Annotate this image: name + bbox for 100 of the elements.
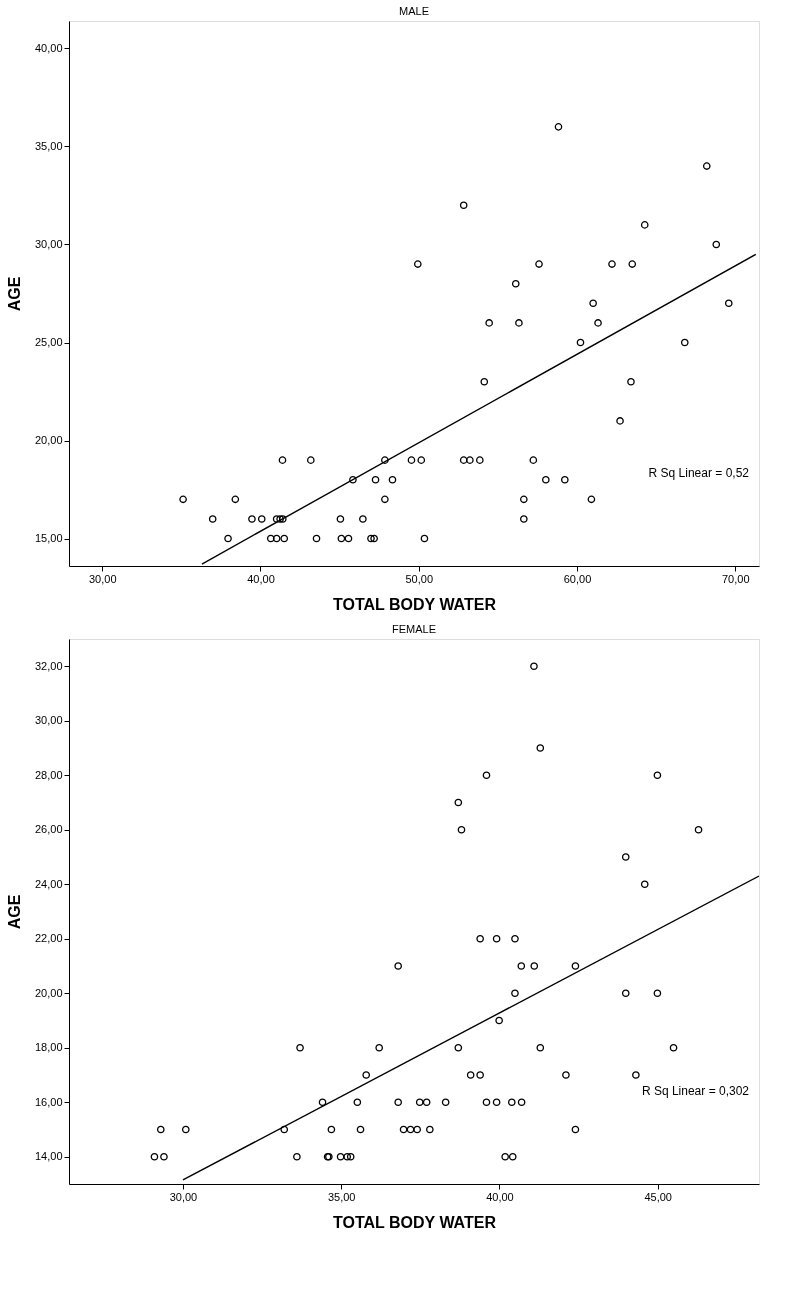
y-axis-title: AGE: [5, 894, 23, 930]
point: [520, 495, 528, 504]
point: [370, 534, 378, 543]
point: [712, 240, 721, 249]
y-tick-label: 26,00: [34, 823, 63, 836]
point: [417, 456, 426, 464]
point: [394, 1098, 402, 1107]
point: [571, 1125, 580, 1134]
point: [441, 1098, 450, 1107]
x-axis-title: TOTAL BODY WATER: [333, 1213, 497, 1231]
point: [724, 299, 733, 308]
point: [515, 319, 523, 327]
point: [426, 1125, 434, 1134]
point: [179, 495, 187, 504]
point: [571, 962, 580, 970]
point: [621, 989, 630, 998]
point: [653, 771, 662, 780]
y-tick-label: 30,00: [34, 237, 63, 250]
point: [307, 456, 315, 464]
point: [632, 1071, 640, 1079]
point: [562, 1071, 570, 1079]
point: [399, 1125, 408, 1134]
point: [511, 989, 519, 998]
y-tick-label: 24,00: [34, 877, 63, 890]
point: [535, 260, 543, 268]
point: [459, 201, 468, 210]
point: [640, 221, 649, 229]
point: [482, 1098, 491, 1107]
point: [293, 1152, 301, 1161]
x-tick-label: 40,00: [247, 572, 275, 585]
point: [476, 934, 484, 943]
point: [640, 880, 649, 889]
y-tick-label: 40,00: [34, 41, 63, 54]
point: [413, 260, 422, 268]
point: [536, 1043, 545, 1052]
point: [517, 962, 526, 970]
y-tick-label: 28,00: [34, 768, 63, 781]
point: [248, 515, 256, 523]
point: [312, 534, 321, 543]
point: [616, 417, 624, 425]
point: [530, 662, 538, 671]
point: [422, 1098, 431, 1107]
point: [231, 495, 240, 504]
point: [680, 338, 689, 347]
point: [371, 475, 380, 484]
point: [454, 1043, 463, 1052]
point: [388, 475, 397, 484]
point: [257, 515, 266, 523]
y-tick-label: 20,00: [34, 986, 63, 999]
point: [511, 279, 520, 288]
y-tick-label: 25,00: [34, 336, 63, 349]
point: [621, 853, 630, 861]
point: [156, 1125, 165, 1134]
point: [278, 515, 287, 523]
point: [280, 1125, 289, 1134]
point: [492, 934, 501, 943]
y-tick-label: 32,00: [34, 659, 63, 672]
point: [349, 475, 357, 484]
point: [353, 1098, 362, 1107]
x-tick-label: 40,00: [486, 1190, 514, 1203]
point: [476, 1071, 484, 1079]
point: [150, 1152, 159, 1161]
y-axis-title: AGE: [5, 276, 23, 312]
point: [653, 989, 662, 998]
point: [407, 456, 416, 464]
point: [485, 319, 493, 327]
point: [511, 934, 519, 943]
point: [272, 534, 281, 543]
x-tick-label: 30,00: [169, 1190, 198, 1203]
point: [492, 1098, 501, 1107]
point: [459, 456, 468, 464]
point: [181, 1125, 190, 1134]
point: [501, 1152, 509, 1161]
point: [381, 456, 389, 464]
point: [529, 456, 538, 464]
point: [208, 515, 217, 523]
point: [589, 299, 597, 308]
point: [694, 825, 703, 834]
point: [457, 825, 466, 834]
x-tick-label: 50,00: [405, 572, 434, 585]
y-tick-label: 22,00: [34, 932, 63, 945]
point: [561, 475, 569, 484]
y-tick-label: 18,00: [34, 1041, 63, 1054]
x-tick-label: 70,00: [722, 572, 750, 585]
point: [327, 1125, 336, 1134]
y-tick-label: 30,00: [34, 714, 63, 727]
point: [542, 475, 550, 484]
annotation: R Sq Linear = 0,302: [641, 1084, 750, 1099]
point: [517, 1098, 526, 1107]
point: [362, 1071, 371, 1079]
point: [508, 1152, 517, 1161]
point: [381, 495, 389, 504]
x-tick-label: 35,00: [327, 1190, 356, 1203]
point: [344, 534, 353, 543]
point: [356, 1125, 365, 1134]
point: [466, 1071, 475, 1079]
x-axis-title: TOTAL BODY WATER: [333, 595, 497, 613]
x-tick-label: 45,00: [644, 1190, 672, 1203]
chart-title: FEMALE: [391, 623, 437, 635]
point: [406, 1125, 415, 1134]
